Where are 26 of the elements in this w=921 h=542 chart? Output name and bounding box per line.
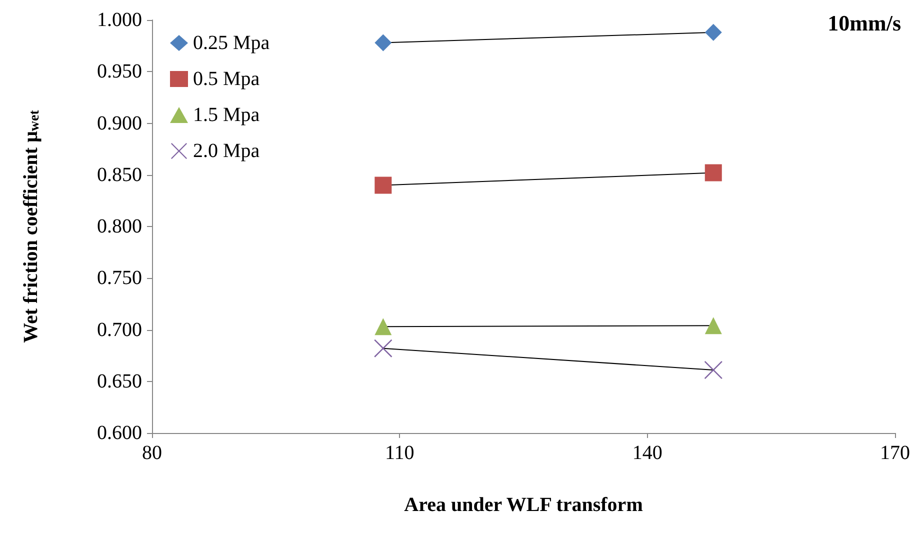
y-tick-label: 0.850 bbox=[97, 164, 142, 186]
point bbox=[374, 176, 392, 194]
y-tick-label: 0.950 bbox=[97, 60, 142, 83]
x-axis-title: Area under WLF transform bbox=[404, 494, 644, 516]
x-tick-label: 170 bbox=[880, 442, 910, 464]
y-tick-label: 0.700 bbox=[97, 318, 142, 341]
y-tick-label: 0.900 bbox=[97, 112, 142, 134]
y-tick-label: 0.650 bbox=[97, 370, 142, 392]
legend-label: 0.25 Mpa bbox=[193, 32, 270, 54]
legend-label: 0.5 Mpa bbox=[193, 68, 260, 90]
annotation: 10mm/s bbox=[828, 10, 902, 36]
y-tick-label: 0.800 bbox=[97, 216, 142, 238]
legend-label: 2.0 Mpa bbox=[193, 140, 260, 162]
y-tick-label: 0.750 bbox=[97, 267, 142, 290]
x-tick-label: 80 bbox=[142, 442, 162, 464]
point bbox=[704, 24, 722, 41]
y-tick-label: 0.600 bbox=[97, 422, 142, 444]
legend-label: 1.5 Mpa bbox=[193, 104, 260, 126]
point bbox=[704, 361, 722, 380]
point bbox=[374, 34, 392, 52]
y-axis-title: Wet friction coefficient μwet bbox=[20, 110, 42, 343]
x-tick-label: 110 bbox=[385, 442, 414, 464]
point bbox=[704, 164, 722, 182]
x-tick-label: 140 bbox=[632, 442, 662, 464]
y-tick-label: 1.000 bbox=[97, 9, 142, 31]
point bbox=[374, 339, 392, 358]
